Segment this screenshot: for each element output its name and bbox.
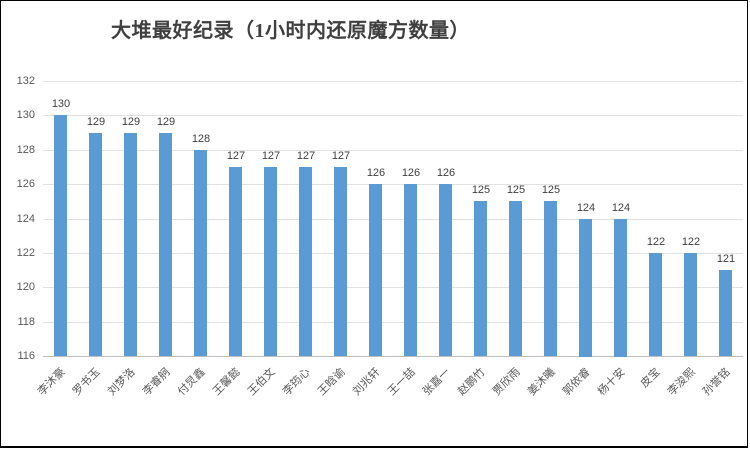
value-label: 121: [716, 253, 736, 265]
x-category-label: 赵鹏竹: [455, 366, 488, 398]
value-label: 122: [681, 236, 701, 248]
bar: [194, 150, 207, 356]
x-category-label: 王一喆: [385, 366, 418, 398]
gridline: [43, 253, 743, 254]
value-label: 127: [331, 150, 351, 162]
bar: [334, 167, 347, 356]
bar: [229, 167, 242, 356]
bar: [474, 201, 487, 356]
value-label: 124: [611, 202, 631, 214]
gridline: [43, 322, 743, 323]
gridline: [43, 287, 743, 288]
x-category-label: 王晗谕: [315, 366, 348, 398]
y-tick-label: 128: [16, 144, 35, 156]
y-tick-label: 120: [16, 281, 35, 293]
value-label: 122: [646, 236, 666, 248]
gridline: [43, 81, 743, 82]
value-label: 128: [191, 133, 211, 145]
bar: [684, 253, 697, 356]
x-category-label: 孙誉铭: [700, 366, 733, 398]
x-category-label: 姜沐曦: [525, 366, 558, 398]
gridline: [43, 115, 743, 116]
y-tick-label: 130: [16, 109, 35, 121]
bar: [159, 133, 172, 356]
y-tick-label: 118: [17, 316, 35, 328]
bar: [439, 184, 452, 356]
chart-title: 大堆最好纪录（1小时内还原魔方数量）: [111, 20, 470, 42]
x-category-label: 付炅鑫: [175, 366, 208, 398]
y-tick-label: 122: [16, 247, 35, 259]
value-label: 129: [121, 116, 141, 128]
bar: [719, 270, 732, 356]
x-axis-line: [43, 356, 743, 357]
value-label: 126: [401, 167, 421, 179]
x-category-label: 刘兆轩: [350, 366, 383, 398]
gridline: [43, 219, 743, 220]
x-category-label: 李浚熙: [665, 366, 698, 398]
value-label: 125: [506, 184, 526, 196]
bar: [404, 184, 417, 356]
value-label: 126: [436, 167, 456, 179]
bar: [89, 133, 102, 356]
gridline: [43, 150, 743, 151]
bar: [509, 201, 522, 356]
x-category-label: 刘梦洛: [105, 366, 138, 398]
x-category-label: 张嘉一: [420, 366, 453, 398]
value-label: 127: [226, 150, 246, 162]
bar: [299, 167, 312, 356]
x-category-label: 皮宝: [638, 366, 663, 391]
bar: [544, 201, 557, 356]
x-category-label: 李筠心: [280, 366, 313, 398]
value-label: 130: [51, 98, 71, 110]
bar: [614, 219, 627, 357]
x-category-label: 李睿舸: [140, 366, 173, 398]
value-label: 129: [156, 116, 176, 128]
value-label: 124: [576, 202, 596, 214]
y-tick-label: 132: [16, 75, 35, 87]
value-label: 125: [541, 184, 561, 196]
bar: [579, 219, 592, 357]
bar: [649, 253, 662, 356]
bar: [369, 184, 382, 356]
value-label: 126: [366, 167, 386, 179]
bar: [54, 115, 67, 356]
value-label: 127: [261, 150, 281, 162]
y-tick-label: 116: [17, 350, 35, 362]
value-label: 129: [86, 116, 106, 128]
y-tick-label: 126: [16, 178, 35, 190]
x-category-label: 贾欣雨: [490, 366, 523, 398]
gridline: [43, 184, 743, 185]
x-category-label: 王馨懿: [210, 366, 243, 398]
x-category-label: 王伯文: [245, 366, 278, 398]
y-tick-label: 124: [16, 213, 35, 225]
x-category-label: 李沐豪: [35, 366, 68, 398]
bar: [264, 167, 277, 356]
x-category-label: 杨十安: [595, 366, 628, 398]
x-category-label: 郭依睿: [560, 366, 593, 398]
value-label: 125: [471, 184, 491, 196]
bar: [124, 133, 137, 356]
x-category-label: 罗书玉: [70, 366, 103, 398]
value-label: 127: [296, 150, 316, 162]
